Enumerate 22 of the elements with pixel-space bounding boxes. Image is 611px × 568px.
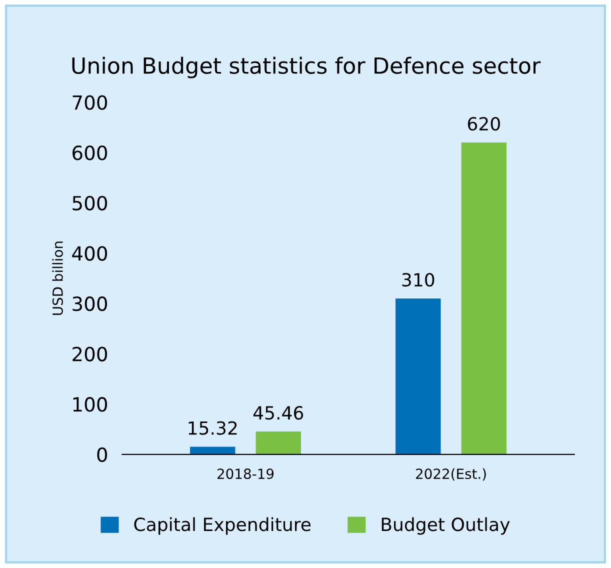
data-label: 45.46 [253, 406, 304, 420]
y-tick-label: 100 [73, 397, 108, 412]
bar [396, 298, 441, 454]
y-tick-label: 500 [72, 196, 108, 211]
legend-label: Capital Expenditure [134, 517, 311, 535]
y-axis-title: USD billion [52, 242, 63, 315]
bar [256, 432, 301, 454]
legend-label: Budget Outlay [382, 517, 510, 535]
y-tick-label: 400 [72, 246, 108, 261]
y-tick-label: 0 [97, 447, 108, 462]
x-tick-label: 2022(Est.) [416, 468, 486, 481]
chart-title: Union Budget statistics for Defence sector [72, 56, 541, 78]
y-tick-label: 700 [72, 95, 108, 110]
bar [461, 142, 507, 454]
y-tick-label: 600 [72, 146, 108, 160]
bar [190, 446, 236, 454]
y-tick-label: 300 [72, 296, 108, 312]
x-tick-label: 2018-19 [218, 468, 274, 480]
y-tick-label: 200 [72, 346, 108, 362]
data-label: 620 [468, 117, 500, 131]
data-label: 15.32 [188, 421, 237, 435]
data-label: 310 [402, 272, 434, 287]
